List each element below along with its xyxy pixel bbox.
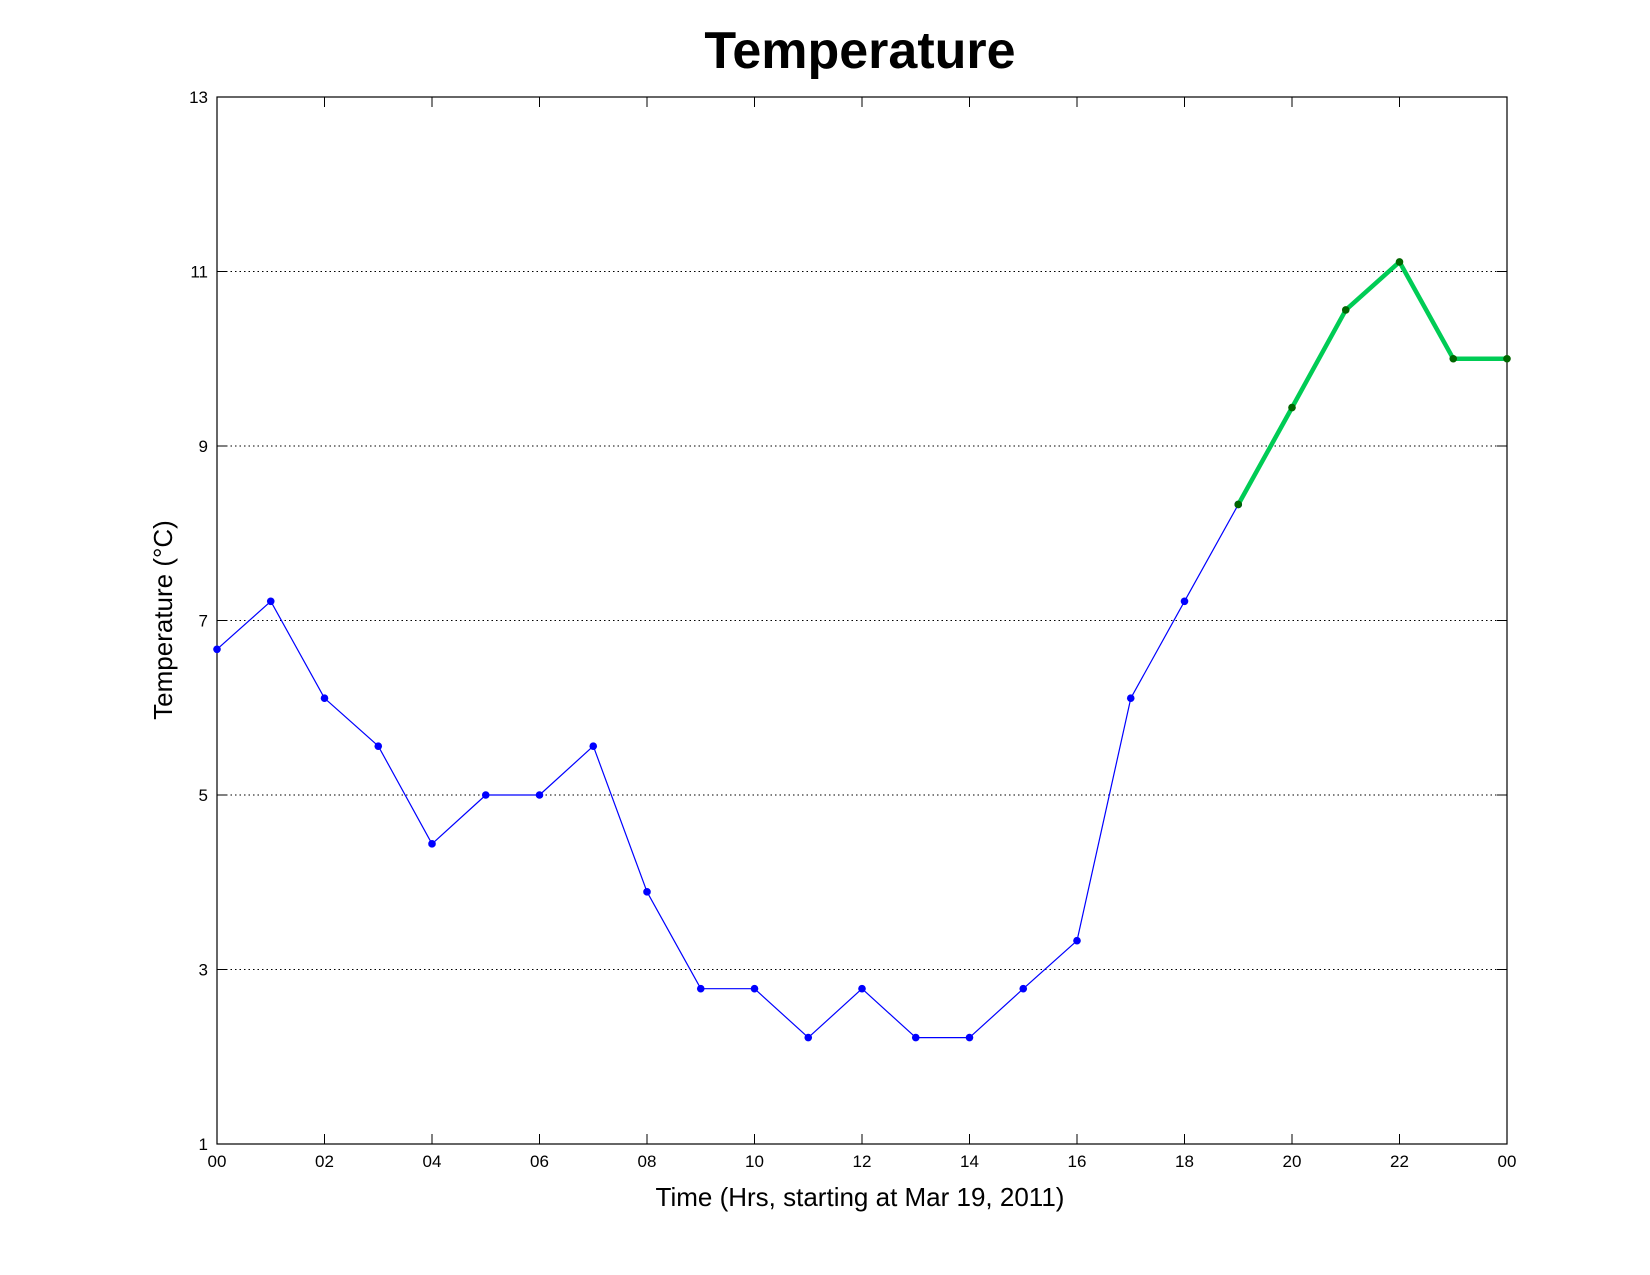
data-point: [1341, 306, 1350, 314]
x-tick-label: 06: [530, 1152, 549, 1171]
x-tick-label: 18: [1175, 1152, 1194, 1171]
y-tick-label: 5: [199, 786, 208, 805]
data-point: [1395, 258, 1404, 266]
data-point: [911, 1033, 920, 1042]
data-point: [1019, 984, 1028, 993]
data-point: [1073, 936, 1081, 945]
data-point: [1288, 403, 1296, 412]
data-point: [374, 742, 383, 750]
series-layer: [213, 258, 1511, 1042]
data-point: [1180, 597, 1189, 606]
x-tick-label: 12: [853, 1152, 872, 1171]
data-point: [1234, 500, 1243, 509]
data-point: [320, 694, 329, 702]
y-tick-label: 7: [199, 612, 208, 631]
data-point: [481, 791, 490, 799]
series-line-1: [216, 504, 1239, 1039]
data-point: [965, 1033, 974, 1042]
x-tick-label: 16: [1068, 1152, 1087, 1171]
y-tick-label: 13: [189, 88, 208, 107]
data-point: [266, 597, 275, 606]
data-point: [1503, 354, 1511, 363]
x-axis-label: Time (Hrs, starting at Mar 19, 2011): [656, 1182, 1065, 1212]
data-point: [535, 791, 544, 799]
x-tick-label: 04: [423, 1152, 442, 1171]
data-point: [696, 984, 705, 993]
x-tick-label: 08: [638, 1152, 657, 1171]
data-point: [858, 984, 866, 993]
data-point: [804, 1033, 813, 1042]
x-tick-label: 00: [208, 1152, 227, 1171]
data-point: [1126, 694, 1135, 702]
y-tick-label: 11: [190, 263, 208, 282]
x-tick-label: 00: [1498, 1152, 1517, 1171]
grid-lines: [217, 271, 1507, 970]
data-point: [1449, 354, 1458, 363]
data-point: [428, 840, 436, 848]
y-axis-label: Temperature (°C): [148, 520, 178, 720]
data-point: [589, 742, 598, 750]
y-tick-label: 3: [199, 961, 208, 980]
chart-title: Temperature: [704, 22, 1015, 80]
x-tick-label: 10: [745, 1152, 764, 1171]
y-tick-label: 9: [199, 437, 208, 456]
series-line-2: [1236, 259, 1507, 506]
x-tick-label: 20: [1283, 1152, 1302, 1171]
data-point: [750, 984, 759, 993]
data-point: [643, 888, 651, 896]
x-tick-label: 14: [960, 1152, 979, 1171]
y-tick-label: 1: [199, 1135, 208, 1154]
x-tick-label: 02: [315, 1152, 334, 1171]
data-point: [213, 645, 221, 654]
x-tick-label: 22: [1390, 1152, 1409, 1171]
